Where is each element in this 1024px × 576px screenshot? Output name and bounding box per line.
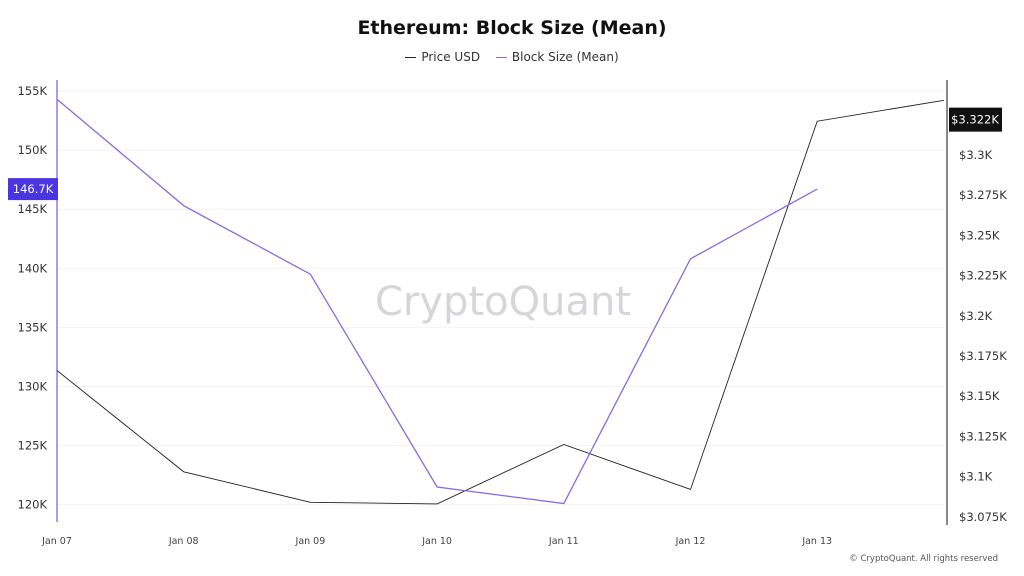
legend-label: Block Size (Mean)	[511, 50, 619, 64]
left-tick-label: 125K	[18, 439, 48, 453]
watermark: CryptoQuant	[375, 279, 631, 325]
legend-label: Price USD	[421, 50, 481, 64]
left-value-marker	[8, 178, 58, 201]
x-tick-label: Jan 09	[295, 536, 326, 547]
legend-item-block-size[interactable]: Block Size (Mean)	[495, 50, 619, 64]
right-value-marker	[949, 107, 1002, 132]
x-tick-label: Jan 13	[801, 536, 832, 547]
series-line-price	[56, 99, 944, 505]
right-tick-label: $3.275K	[959, 188, 1007, 202]
right-tick-label: $3.3K	[959, 148, 993, 162]
left-tick-label: 155K	[18, 84, 48, 98]
right-tick-label: $3.125K	[959, 429, 1007, 443]
x-tick-label: Jan 07	[41, 536, 72, 547]
right-tick-label: $3.225K	[959, 269, 1007, 283]
right-tick-label: $3.15K	[959, 389, 1000, 403]
right-value-marker-label: $3.322K	[951, 113, 999, 127]
right-tick-label: $3.25K	[959, 228, 1000, 242]
copyright: © CryptoQuant. All rights reserved	[849, 554, 998, 564]
x-tick-label: Jan 08	[168, 536, 199, 547]
legend-swatch	[405, 57, 417, 58]
left-tick-label: 145K	[18, 202, 48, 216]
right-tick-label: $3.2K	[959, 309, 993, 323]
legend: Price USD Block Size (Mean)	[0, 50, 1024, 64]
left-tick-label: 130K	[18, 380, 48, 394]
legend-item-price[interactable]: Price USD	[405, 50, 480, 64]
x-tick-label: Jan 12	[675, 536, 706, 547]
x-tick-label: Jan 11	[548, 536, 579, 547]
chart-title: Ethereum: Block Size (Mean)	[357, 17, 667, 39]
left-tick-label: 150K	[18, 143, 48, 157]
legend-swatch	[495, 57, 507, 58]
right-tick-label: $3.1K	[959, 470, 993, 484]
x-tick-label: Jan 10	[421, 536, 452, 547]
right-tick-label: $3.075K	[959, 510, 1007, 524]
left-tick-label: 120K	[18, 498, 48, 512]
right-tick-label: $3.175K	[959, 349, 1007, 363]
left-tick-label: 135K	[18, 320, 48, 334]
left-value-marker-label: 146.7K	[13, 182, 54, 196]
left-tick-label: 140K	[18, 261, 48, 275]
